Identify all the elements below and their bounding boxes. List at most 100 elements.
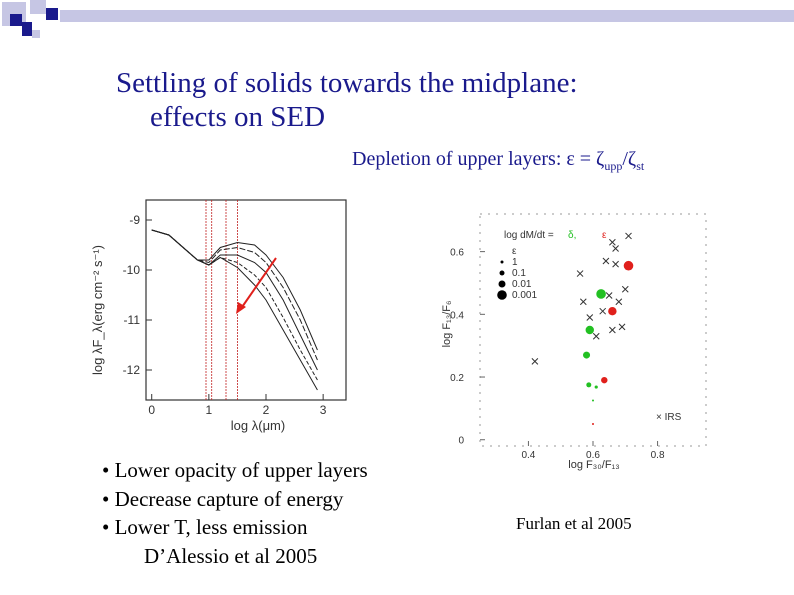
scatter-cross-14 — [609, 326, 616, 334]
scatter-xtick-label-0: 0.4 — [521, 450, 535, 461]
scatter-red-point-1 — [608, 306, 617, 316]
scatter-cross-15 — [531, 357, 539, 365]
scatter-cross-11 — [586, 314, 594, 321]
scatter-cross-stroke-b — [579, 298, 587, 306]
scatter-cross-stroke-b — [576, 270, 584, 277]
sed-ytick-label-2: -11 — [124, 313, 141, 327]
sed-xlabel: log λ(μm) — [231, 418, 285, 433]
scatter-cross-6 — [621, 285, 629, 293]
scatter-cross-stroke-b — [592, 332, 600, 340]
scatter-ytick-label-1: 0.2 — [450, 373, 464, 384]
scatter-legend-label-4: 0.001 — [512, 290, 537, 301]
sed-ytick-label-1: -10 — [123, 263, 141, 277]
scatter-cross-stroke-b — [531, 357, 539, 365]
sed-xtick-label-3: 3 — [320, 403, 327, 417]
scatter-ytick-label-2: 0.4 — [450, 310, 464, 321]
scatter-legend-label-0: ε — [512, 246, 517, 257]
scatter-cross-stroke-b — [609, 326, 616, 334]
scatter-cross-1 — [609, 238, 616, 246]
scatter-cross-stroke-b — [612, 260, 619, 268]
scatter-red-point-3 — [592, 423, 594, 426]
scatter-ytick-label-0: 0 — [458, 436, 464, 447]
deco-top-bar — [60, 10, 794, 22]
scatter-cross-stroke-b — [586, 314, 594, 321]
scatter-ylabel: log F₁₃/F₆ — [441, 301, 453, 348]
scatter-green-point-2 — [583, 351, 591, 359]
scatter-legend-delta: δ, — [568, 230, 576, 241]
scatter-legend-label-1: 1 — [512, 257, 518, 268]
scatter-cross-stroke-b — [602, 257, 610, 265]
scatter-xlabel: log F₃₀/F₁₃ — [568, 459, 619, 471]
scatter-green-point-1 — [585, 325, 594, 335]
scatter-green-point-3 — [586, 382, 592, 388]
scatter-cross-5 — [576, 270, 584, 277]
scatter-cross-stroke-b — [625, 232, 632, 240]
scatter-irs-label: × IRS — [656, 412, 682, 423]
deco-square-light-2 — [30, 0, 46, 14]
scatter-chart: 0.4 0.6 0.800.20.40.6 log dM/dt = δ, εε10.10… — [441, 213, 707, 471]
sed-ylabel: log λF_λ(erg cm⁻² s⁻¹) — [90, 245, 105, 375]
scatter-green-point-5 — [592, 399, 594, 402]
scatter-cross-9 — [615, 298, 623, 306]
subtitle-sub-upp: upp — [604, 159, 623, 173]
bullet-3: • Lower T, less emission — [102, 515, 308, 539]
scatter-green-point-4 — [594, 385, 598, 389]
deco-square-blue-2 — [46, 8, 58, 20]
scatter-xtick-label-2: 0.8 — [651, 450, 665, 461]
sed-ytick-label-3: -12 — [123, 363, 141, 377]
scatter-legend-dot-4 — [497, 290, 507, 300]
scatter-legend-eps: ε — [602, 230, 607, 241]
scatter-xtick-label-1: 0.6 — [586, 450, 600, 461]
sed-ytick-label-0: -9 — [129, 213, 140, 227]
sed-xtick-label-0: 0 — [148, 403, 155, 417]
slide-title: Settling of solids towards the midplane:… — [116, 66, 578, 134]
scatter-legend-title: log dM/dt = — [504, 230, 554, 241]
scatter-cross-stroke-b — [599, 307, 607, 315]
scatter-cross-3 — [602, 257, 610, 265]
scatter-cross-stroke-b — [609, 238, 616, 246]
citation-dalessio: D’Alessio et al 2005 — [144, 543, 318, 568]
title-line-2: effects on SED — [150, 101, 326, 133]
subtitle-text: Depletion of upper layers: ε = ζ — [352, 148, 605, 170]
scatter-red-point-2 — [601, 376, 608, 384]
scatter-cross-13 — [592, 332, 600, 340]
subtitle-sub-st: st — [636, 159, 645, 173]
sed-series-4 — [151, 229, 318, 351]
bullet-1: • Lower opacity of upper layers — [102, 458, 368, 482]
scatter-frame — [479, 213, 707, 447]
sed-xtick-label-2: 2 — [263, 403, 270, 417]
scatter-cross-stroke-b — [612, 245, 619, 252]
scatter-cross-7 — [605, 292, 613, 299]
subtitle-mid: /ζ — [622, 148, 637, 170]
citation-furlan: Furlan et al 2005 — [516, 514, 632, 533]
scatter-cross-2 — [612, 245, 619, 252]
scatter-red-point-0 — [623, 260, 634, 271]
scatter-green-point-0 — [596, 289, 606, 299]
scatter-cross-stroke-b — [621, 285, 629, 293]
deco-square-blue-3 — [22, 22, 32, 36]
scatter-legend-label-2: 0.1 — [512, 268, 526, 279]
bullet-2: • Decrease capture of energy — [102, 486, 344, 511]
scatter-cross-stroke-b — [618, 323, 626, 331]
scatter-legend-dot-2 — [499, 270, 505, 276]
deco-square-blue-1 — [10, 14, 22, 26]
scatter-legend-dot-1 — [500, 260, 504, 264]
scatter-cross-0 — [625, 232, 632, 240]
title-line-1: Settling of solids towards the midplane: — [116, 67, 578, 99]
sed-frame — [145, 199, 347, 401]
bullet-list: • Lower opacity of upper layers • Decrea… — [102, 456, 368, 570]
sed-series-0 — [151, 229, 318, 391]
arrow-head — [236, 302, 246, 314]
scatter-cross-4 — [612, 260, 619, 268]
scatter-legend-dot-3 — [498, 280, 506, 288]
scatter-cross-12 — [618, 323, 626, 331]
sed-series-2 — [151, 229, 318, 371]
scatter-cross-10 — [599, 307, 607, 315]
slide-subtitle: Depletion of upper layers: ε = ζupp/ζst — [352, 148, 644, 174]
deco-square-light-3 — [32, 30, 40, 38]
scatter-ytick-label-3: 0.6 — [450, 248, 464, 259]
sed-xtick-label-1: 1 — [206, 403, 213, 417]
arrow-shaft — [239, 257, 277, 311]
scatter-cross-stroke-b — [605, 292, 613, 299]
scatter-legend-label-3: 0.01 — [512, 279, 532, 290]
